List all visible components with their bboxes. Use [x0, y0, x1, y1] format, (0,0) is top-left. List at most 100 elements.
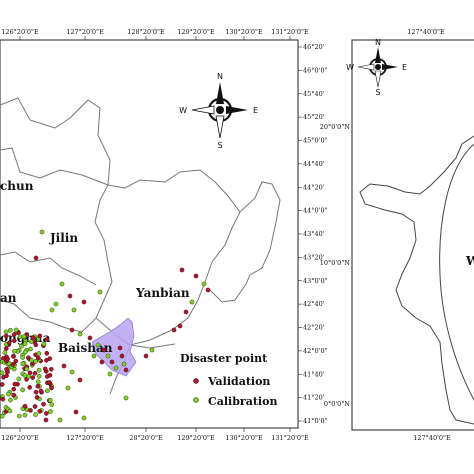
right-compass-e: E: [402, 63, 407, 72]
disaster-point: [81, 299, 87, 305]
bottom-tick-2: 127°20'0"E: [66, 434, 104, 442]
disaster-point: [22, 373, 28, 378]
disaster-point: [27, 385, 33, 390]
disaster-point: [19, 343, 24, 349]
legend-validation-marker: [193, 378, 199, 384]
right-top-tick: 127°40'0"E: [407, 28, 445, 36]
right-left-tick-2: 10°0'0"N: [320, 259, 351, 267]
right-compass-w: W: [346, 63, 354, 72]
disaster-point: [21, 334, 27, 339]
right-tick-4: 45°20': [303, 113, 325, 121]
disaster-point: [44, 388, 50, 394]
right-partial-label: W: [465, 254, 474, 268]
disaster-point: [30, 335, 36, 340]
disaster-point: [22, 349, 28, 355]
disaster-point: [24, 366, 30, 372]
right-tick-17: 41°0'0": [303, 417, 328, 425]
disaster-point: [20, 355, 25, 360]
north-arrow-left: N S E W: [179, 72, 258, 150]
right-map: 127°40'0"E 127°40'0"E 20°0'0"N 10°0'0"N …: [320, 28, 474, 442]
bottom-tick-3: 28°20'0"E: [129, 434, 163, 442]
region-label-jilin: Jilin: [49, 231, 78, 245]
disaster-point: [44, 350, 50, 356]
legend-calibration-label: Calibration: [208, 395, 277, 408]
bottom-tick-6: 131°20'0"E: [271, 434, 309, 442]
disaster-point: [61, 363, 67, 369]
right-tick-10: 43°20': [303, 253, 325, 261]
disaster-point: [109, 359, 115, 365]
disaster-point: [59, 281, 65, 287]
inner-outline: [439, 143, 474, 401]
right-tick-14: 42°0'0": [303, 347, 328, 355]
disaster-point: [11, 338, 17, 344]
right-tick-15: 41°40': [303, 370, 325, 378]
disaster-point: [91, 353, 97, 359]
disaster-point: [12, 381, 18, 387]
disaster-point: [0, 413, 5, 419]
disaster-point: [41, 401, 46, 407]
disaster-point: [42, 366, 48, 372]
disaster-point: [47, 397, 53, 403]
disaster-point: [11, 354, 16, 359]
disaster-point: [49, 307, 55, 313]
disaster-point: [20, 361, 26, 367]
disaster-point: [77, 377, 83, 383]
disaster-point: [69, 369, 75, 375]
legend: Disaster point Validation Calibration: [180, 352, 277, 408]
disaster-point: [39, 229, 45, 235]
disaster-point: [77, 331, 83, 337]
disaster-point: [6, 340, 12, 346]
disaster-point: [123, 395, 129, 401]
disaster-point: [22, 412, 28, 418]
disaster-point: [205, 287, 211, 293]
right-tick-2: 46°0'0": [303, 66, 328, 74]
right-tick-6: 44°40': [303, 160, 325, 168]
disaster-point: [28, 339, 34, 344]
disaster-point: [17, 413, 22, 419]
disaster-point: [36, 367, 42, 373]
right-tick-11: 43°0'0": [303, 277, 328, 285]
compass-s: S: [217, 141, 222, 150]
disaster-point: [13, 358, 19, 364]
legend-calibration-marker: [193, 397, 199, 403]
disaster-point: [11, 332, 17, 337]
top-tick-5: 130°20'0"E: [225, 28, 263, 36]
disaster-point: [121, 361, 127, 367]
left-map: 126°20'0"E 127°20'0"E 128°20'0"E 129°20'…: [0, 28, 328, 442]
disaster-point: [99, 359, 105, 365]
disaster-point: [69, 327, 75, 333]
disaster-point: [44, 358, 49, 363]
disaster-point: [48, 409, 53, 414]
disaster-point: [71, 307, 77, 313]
disaster-point: [3, 333, 9, 339]
disaster-point: [67, 293, 73, 299]
disaster-point: [33, 412, 38, 417]
disaster-point: [35, 355, 41, 361]
disaster-point: [0, 396, 6, 402]
right-tick-5: 45°0'0": [303, 137, 328, 145]
disaster-point: [87, 335, 93, 341]
disaster-point: [7, 408, 13, 414]
country-outline: [359, 135, 474, 425]
disaster-point: [20, 387, 25, 393]
disaster-point: [33, 255, 39, 261]
disaster-point: [11, 392, 16, 398]
disaster-point: [123, 367, 129, 373]
compass-n: N: [217, 72, 223, 81]
disaster-point: [34, 395, 40, 400]
disaster-point: [37, 409, 42, 414]
region-label-chun: chun: [0, 179, 34, 193]
disaster-point: [189, 299, 195, 305]
disaster-point: [30, 375, 36, 380]
disaster-point: [49, 402, 55, 407]
disaster-point: [0, 382, 5, 387]
disaster-point: [119, 353, 125, 359]
disaster-point: [36, 351, 42, 356]
region-boundaries: [0, 97, 281, 395]
region-label-yanbian: Yanbian: [135, 286, 190, 300]
disaster-point: [149, 347, 155, 353]
legend-title: Disaster point: [180, 352, 268, 365]
right-tick-16: 41°20': [303, 394, 325, 402]
disaster-point: [37, 333, 43, 339]
